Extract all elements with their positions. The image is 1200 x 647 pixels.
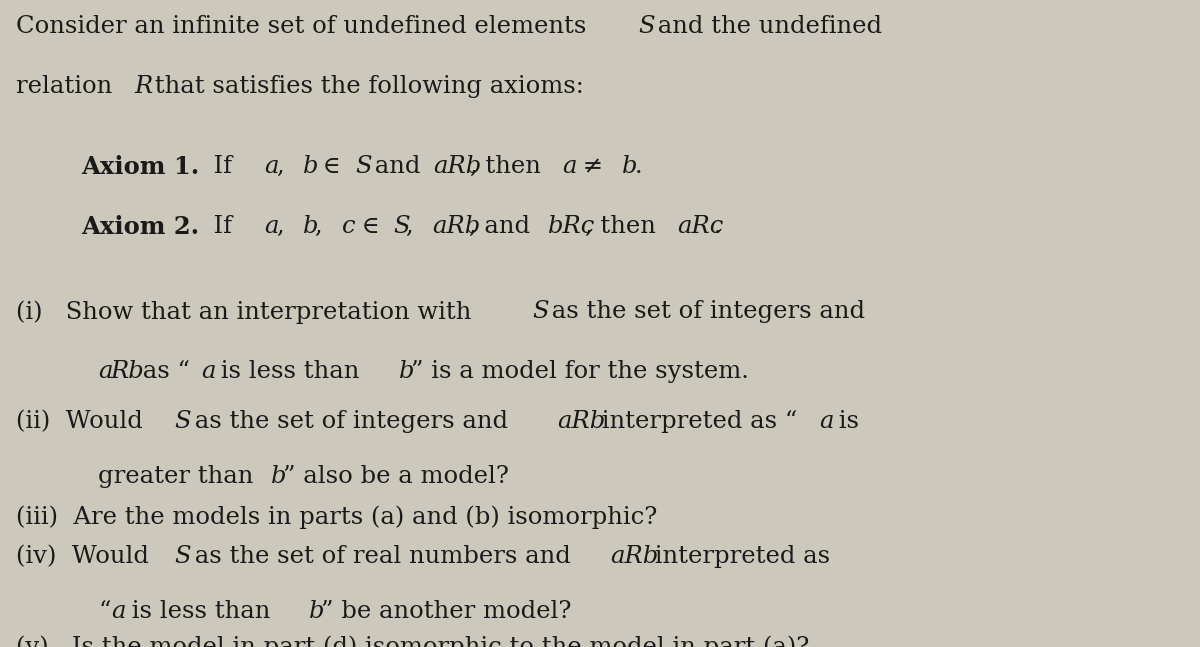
Text: is: is: [832, 410, 859, 433]
Text: (i)   Show that an interpretation with: (i) Show that an interpretation with: [16, 300, 479, 324]
Text: (ii)  Would: (ii) Would: [16, 410, 150, 433]
Text: interpreted as: interpreted as: [647, 545, 830, 568]
Text: a: a: [112, 600, 126, 623]
Text: ∈: ∈: [316, 155, 349, 178]
Text: aRb: aRb: [558, 410, 606, 433]
Text: as “: as “: [134, 360, 190, 383]
Text: R: R: [134, 75, 154, 98]
Text: S: S: [174, 545, 191, 568]
Text: S: S: [394, 215, 410, 238]
Text: Consider an infinite set of undefined elements: Consider an infinite set of undefined el…: [16, 15, 594, 38]
Text: as the set of integers and: as the set of integers and: [187, 410, 516, 433]
Text: b: b: [398, 360, 414, 383]
Text: , then: , then: [584, 215, 664, 238]
Text: a: a: [264, 155, 278, 178]
Text: .: .: [714, 215, 721, 238]
Text: (iv)  Would: (iv) Would: [16, 545, 156, 568]
Text: greater than: greater than: [98, 465, 262, 488]
Text: aRc: aRc: [678, 215, 724, 238]
Text: is less than: is less than: [214, 360, 367, 383]
Text: c: c: [342, 215, 355, 238]
Text: aRb: aRb: [611, 545, 659, 568]
Text: Axiom 2.: Axiom 2.: [82, 215, 199, 239]
Text: Rb: Rb: [110, 360, 144, 383]
Text: as the set of real numbers and: as the set of real numbers and: [187, 545, 578, 568]
Text: is less than: is less than: [124, 600, 278, 623]
Text: (iii)  Are the models in parts (a) and (b) isomorphic?: (iii) Are the models in parts (a) and (b…: [16, 505, 656, 529]
Text: “: “: [98, 600, 110, 623]
Text: If: If: [198, 155, 240, 178]
Text: a: a: [98, 360, 113, 383]
Text: If: If: [198, 215, 240, 238]
Text: and the undefined: and the undefined: [650, 15, 882, 38]
Text: ∈: ∈: [354, 215, 388, 238]
Text: ” also be a model?: ” also be a model?: [283, 465, 509, 488]
Text: , then: , then: [470, 155, 548, 178]
Text: .: .: [635, 155, 642, 178]
Text: b: b: [304, 215, 319, 238]
Text: b: b: [271, 465, 286, 488]
Text: Axiom 1.: Axiom 1.: [82, 155, 200, 179]
Text: a: a: [820, 410, 834, 433]
Text: (v)   Is the model in part (d) isomorphic to the model in part (a)?: (v) Is the model in part (d) isomorphic …: [16, 635, 809, 647]
Text: S: S: [174, 410, 191, 433]
Text: a: a: [202, 360, 216, 383]
Text: ,: ,: [277, 215, 292, 238]
Text: b: b: [310, 600, 325, 623]
Text: ,: ,: [406, 215, 421, 238]
Text: , and: , and: [469, 215, 538, 238]
Text: S: S: [355, 155, 372, 178]
Text: ,: ,: [277, 155, 292, 178]
Text: aRb: aRb: [432, 215, 480, 238]
Text: interpreted as “: interpreted as “: [594, 410, 797, 433]
Text: as the set of integers and: as the set of integers and: [545, 300, 865, 323]
Text: ,: ,: [316, 215, 331, 238]
Text: b: b: [622, 155, 637, 178]
Text: bRc: bRc: [548, 215, 595, 238]
Text: and: and: [367, 155, 428, 178]
Text: S: S: [638, 15, 655, 38]
Text: that satisfies the following axioms:: that satisfies the following axioms:: [146, 75, 584, 98]
Text: a: a: [563, 155, 577, 178]
Text: ” is a model for the system.: ” is a model for the system.: [410, 360, 749, 383]
Text: aRb: aRb: [433, 155, 481, 178]
Text: b: b: [304, 155, 319, 178]
Text: S: S: [533, 300, 548, 323]
Text: ≠: ≠: [575, 155, 611, 178]
Text: a: a: [264, 215, 278, 238]
Text: relation: relation: [16, 75, 120, 98]
Text: ” be another model?: ” be another model?: [322, 600, 571, 623]
